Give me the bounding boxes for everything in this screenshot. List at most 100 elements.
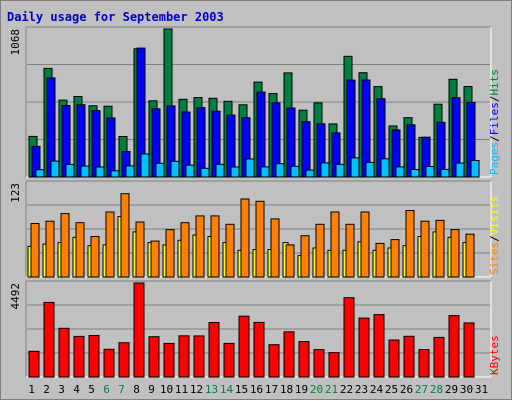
panel-3: 4492 KBytes	[9, 280, 501, 378]
x-tick-label: 27	[415, 383, 428, 396]
kbytes-bar	[43, 301, 55, 378]
x-tick-label: 14	[220, 383, 234, 396]
kbytes-bar	[238, 315, 250, 378]
x-tick-label: 21	[325, 383, 338, 396]
kbytes-bar	[388, 339, 400, 378]
pages-bar	[440, 168, 450, 178]
pages-bar	[35, 169, 45, 178]
x-tick-label: 12	[190, 383, 203, 396]
sites-bar	[375, 242, 385, 278]
chart-title: Daily usage for September 2003	[7, 10, 224, 24]
kbytes-bar	[28, 350, 40, 378]
x-tick-label: 25	[385, 383, 398, 396]
pages-bar	[335, 163, 345, 178]
kbytes-bar	[133, 282, 145, 378]
sites-bar	[195, 215, 205, 278]
legend-item: Files	[488, 102, 501, 135]
kbytes-bar	[463, 322, 475, 378]
kbytes-bar	[58, 327, 70, 378]
sites-bar	[390, 239, 400, 278]
pages-bar	[365, 161, 375, 178]
x-tick-label: 23	[355, 383, 368, 396]
legend: Pages/Files/Hits	[488, 69, 501, 175]
y-max-label: 1068	[9, 29, 22, 56]
pages-bar	[470, 160, 480, 178]
pages-bar	[185, 164, 195, 178]
legend: KBytes	[488, 335, 501, 375]
x-tick-label: 16	[250, 383, 263, 396]
kbytes-bar	[118, 342, 130, 378]
kbytes-bar	[73, 335, 85, 378]
pages-bar	[95, 166, 105, 178]
legend: Sites/Visits	[488, 196, 501, 276]
x-tick-label: 1	[28, 383, 35, 396]
x-tick-label: 10	[160, 383, 173, 396]
x-tick-label: 20	[310, 383, 323, 396]
sites-bar	[465, 233, 475, 278]
kbytes-bar	[178, 335, 190, 378]
sites-bar	[210, 215, 220, 278]
pages-bar	[320, 162, 330, 178]
kbytes-bar	[163, 342, 175, 378]
sites-bar	[435, 219, 445, 278]
pages-bar	[455, 162, 465, 178]
pages-bar	[410, 169, 420, 178]
sites-bar	[90, 236, 100, 278]
legend-item: KBytes	[488, 335, 501, 375]
kbytes-bar	[418, 349, 430, 378]
series-kbytes	[28, 282, 475, 378]
series-pages	[35, 153, 480, 178]
x-tick-label: 19	[295, 383, 308, 396]
kbytes-bar	[448, 315, 460, 378]
sites-bar	[315, 223, 325, 278]
kbytes-bar	[103, 348, 115, 378]
x-axis-labels: 1 2 3 4 5 6 7 8 9 10 11 12 13 14 15 16 17 18 19 20 21 22 23 24 2…	[28, 383, 488, 396]
sites-bar	[450, 229, 460, 278]
sites-bar	[180, 222, 190, 278]
x-tick-label: 13	[205, 383, 218, 396]
x-tick-label: 31	[475, 383, 488, 396]
x-tick-label: 18	[280, 383, 293, 396]
x-tick-label: 11	[175, 383, 188, 396]
pages-bar	[230, 166, 240, 178]
kbytes-bar	[433, 336, 445, 378]
kbytes-bar	[328, 352, 340, 378]
kbytes-bar	[283, 331, 295, 378]
sites-bar	[420, 220, 430, 278]
sites-bar	[345, 223, 355, 278]
pages-bar	[65, 163, 75, 178]
panel-2: 123 Sites/Visits	[9, 180, 501, 278]
sites-bar	[105, 211, 115, 278]
x-tick-label: 30	[460, 383, 473, 396]
x-tick-label: 5	[88, 383, 95, 396]
pages-bar	[200, 167, 210, 178]
legend-item: Pages	[488, 142, 501, 175]
sites-bar	[75, 222, 85, 278]
x-tick-label: 9	[148, 383, 155, 396]
legend-item: Visits	[488, 196, 501, 236]
x-tick-label: 17	[265, 383, 278, 396]
files-bar	[436, 121, 446, 178]
x-tick-label: 26	[400, 383, 413, 396]
pages-bar	[125, 165, 135, 178]
kbytes-bar	[298, 341, 310, 378]
x-tick-label: 7	[118, 383, 125, 396]
series-files	[31, 47, 476, 178]
sites-bar	[330, 211, 340, 278]
x-tick-label: 24	[370, 383, 384, 396]
pages-bar	[245, 158, 255, 178]
kbytes-bar	[373, 314, 385, 378]
kbytes-bar	[313, 349, 325, 378]
sites-bar	[60, 213, 70, 278]
legend-item: /	[488, 135, 501, 142]
legend-item: Hits	[488, 69, 501, 96]
kbytes-bar	[193, 335, 205, 378]
sites-bar	[45, 220, 55, 278]
kbytes-bar	[268, 344, 280, 378]
pages-bar	[350, 157, 360, 178]
x-tick-label: 28	[430, 383, 443, 396]
sites-bar	[300, 235, 310, 278]
x-tick-label: 15	[235, 383, 248, 396]
